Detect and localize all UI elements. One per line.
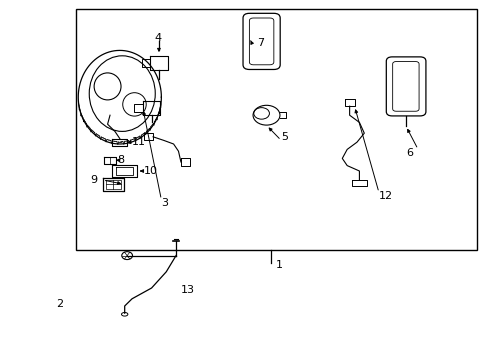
Text: 11: 11 xyxy=(132,137,146,147)
Text: 9: 9 xyxy=(90,175,98,185)
Bar xyxy=(76,9,476,250)
Text: 4: 4 xyxy=(154,33,161,43)
Text: 13: 13 xyxy=(181,285,195,295)
Text: 10: 10 xyxy=(144,166,158,176)
Text: 12: 12 xyxy=(378,191,392,201)
Text: 1: 1 xyxy=(276,260,283,270)
Text: 3: 3 xyxy=(161,198,168,208)
Text: 6: 6 xyxy=(405,148,412,158)
Text: 2: 2 xyxy=(56,299,63,309)
Text: 7: 7 xyxy=(256,38,264,48)
Text: 8: 8 xyxy=(117,155,124,165)
Text: 5: 5 xyxy=(281,132,287,142)
